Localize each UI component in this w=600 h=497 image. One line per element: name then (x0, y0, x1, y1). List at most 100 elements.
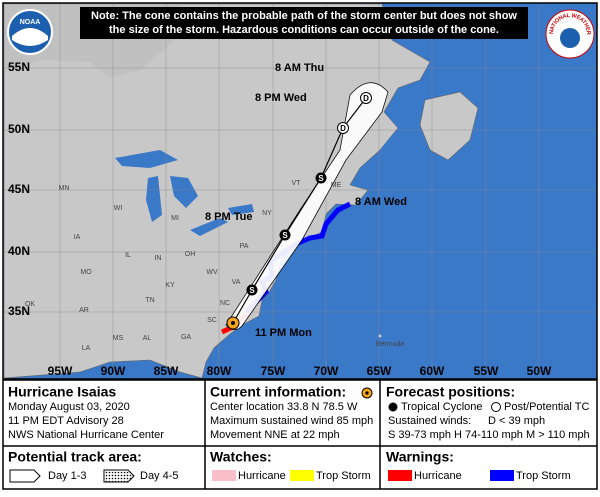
lon-label: 60W (420, 364, 445, 378)
winds-d: D < 39 mph (488, 415, 545, 427)
hurricane-watch-swatch (212, 470, 236, 481)
forecast-cone (225, 82, 389, 331)
state-label: NC (220, 300, 230, 307)
state-label: MS (113, 335, 124, 342)
day13-icon (9, 469, 41, 483)
state-label: SC (207, 317, 217, 324)
state-label: MO (80, 269, 92, 276)
noaa-wave (12, 28, 48, 46)
state-label: VA (232, 279, 241, 286)
state-label: IL (125, 252, 131, 259)
forecast-tc: Tropical Cyclone (401, 401, 483, 413)
forecast-post: Post/Potential TC (504, 401, 589, 413)
forecast-label: 8 PM Tue (205, 211, 252, 223)
state-label: AR (79, 307, 89, 314)
note-box (80, 7, 528, 39)
forecast-label: 8 AM Wed (355, 196, 407, 208)
lon-label: 50W (527, 364, 552, 378)
lat-label: 45N (8, 182, 30, 196)
state-label: ME (331, 182, 342, 189)
storm-date: Monday August 03, 2020 (8, 401, 130, 413)
state-label: OK (25, 301, 35, 308)
state-label: OH (185, 251, 196, 258)
point (246, 284, 258, 296)
warning-hurricane: Hurricane (414, 470, 462, 482)
noaa-text: NOAA (20, 19, 41, 26)
post-tc-icon (491, 402, 501, 412)
warnings-title: Warnings: (386, 449, 454, 465)
track-title: Potential track area: (8, 449, 142, 465)
lon-label: 90W (101, 364, 126, 378)
lat-label: 35N (8, 304, 30, 318)
state-label: KY (165, 282, 175, 289)
lake-michigan (146, 176, 162, 222)
lat-label: 55N (8, 60, 30, 74)
place-label: Bermuda (376, 341, 405, 348)
storm-name: Hurricane Isaias (8, 384, 116, 400)
lake-superior (115, 150, 178, 168)
current-title: Current information: (210, 384, 346, 400)
day45-icon (103, 469, 135, 483)
bermuda-island (378, 334, 382, 338)
nws-center (560, 28, 580, 48)
point (279, 229, 291, 241)
state-label: MN (59, 185, 70, 192)
winds-title: Sustained winds: (388, 415, 471, 427)
point-symbol: S (249, 286, 255, 295)
graticule (4, 4, 596, 378)
point-symbol: S (318, 174, 324, 183)
lon-label: 80W (207, 364, 232, 378)
ts-watch-swatch (290, 470, 314, 481)
point (315, 172, 327, 184)
newfoundland (419, 91, 479, 161)
track-line (232, 97, 367, 324)
lake-ontario (228, 204, 254, 215)
lon-label: 55W (474, 364, 499, 378)
watch-hurricane: Hurricane (238, 470, 286, 482)
current-icon-dot (365, 391, 369, 395)
lat-label: 40N (8, 244, 30, 258)
forecast-title: Forecast positions: (386, 384, 515, 400)
lon-label: 65W (367, 364, 392, 378)
watches-title: Watches: (210, 449, 272, 465)
point (337, 122, 349, 134)
lake-huron (170, 176, 198, 208)
note-line: Note: The cone contains the probable pat… (91, 10, 517, 22)
lon-label: 75W (261, 364, 286, 378)
lon-label: 95W (48, 364, 73, 378)
current-line: Maximum sustained wind 85 mph (210, 415, 373, 427)
lat-label: 50N (8, 122, 30, 136)
note-line: the size of the storm. Hazardous conditi… (109, 24, 499, 36)
point (360, 92, 372, 104)
state-label: MI (171, 215, 179, 222)
tc-icon (388, 402, 398, 412)
point-symbol: S (282, 231, 288, 240)
state-label: TN (145, 297, 154, 304)
lon-label: 70W (314, 364, 339, 378)
current-line: Center location 33.8 N 78.5 W (210, 401, 358, 413)
watch-ts: Trop Storm (316, 470, 371, 482)
track-day45: Day 4-5 (140, 470, 179, 482)
forecast-label: 8 PM Wed (255, 92, 307, 104)
gulf-st-lawrence (380, 112, 420, 150)
state-label: LA (82, 345, 91, 352)
forecast-label: 11 PM Mon (255, 327, 312, 339)
storm-center: NWS National Hurricane Center (8, 429, 164, 441)
current-line: Movement NNE at 22 mph (210, 429, 340, 441)
winds-other: S 39-73 mph H 74-110 mph M > 110 mph (388, 429, 590, 441)
state-label: WV (206, 269, 218, 276)
state-label: PA (240, 243, 249, 250)
state-label: WI (114, 205, 123, 212)
state-label: IN (155, 255, 162, 262)
point-symbol: D (340, 124, 346, 133)
lon-label: 85W (154, 364, 179, 378)
state-label: GA (181, 334, 191, 341)
state-label: IA (74, 234, 81, 241)
state-label: NY (262, 210, 272, 217)
state-labels: MN WI MI IA IL IN OH PA NY VT ME WV VA K… (25, 180, 342, 352)
hurricane-warning-swatch (388, 470, 412, 481)
forecast-label: 8 AM Thu (275, 62, 324, 74)
state-label: AL (143, 335, 152, 342)
forecast-points: S S S D D (246, 92, 372, 296)
